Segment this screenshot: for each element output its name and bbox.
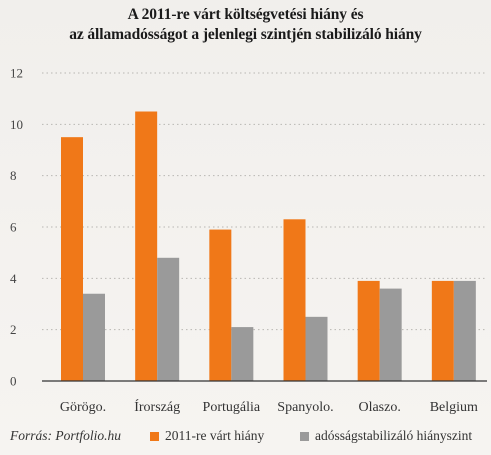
y-tick-label: 0 xyxy=(10,374,17,389)
x-tick-label: Írország xyxy=(134,398,180,415)
x-tick-label: Portugália xyxy=(203,400,261,415)
legend-item-stabilizing-deficit: adósságstabilizáló hiányszint xyxy=(300,428,472,444)
x-tick-label: Belgium xyxy=(430,400,478,415)
footer: Forrás: Portfolio.hu 2011-re várt hiány … xyxy=(10,428,485,448)
bar-stabilizing-deficit xyxy=(453,280,476,381)
y-tick-label: 10 xyxy=(10,117,23,132)
source-note: Forrás: Portfolio.hu xyxy=(10,428,122,443)
chart-title: A 2011-re várt költségvetési hiány és xyxy=(127,6,364,23)
x-tick-label: Görögo. xyxy=(60,400,106,415)
bar-expected-deficit xyxy=(135,111,158,381)
y-tick-label: 2 xyxy=(10,322,17,337)
bars xyxy=(61,111,476,381)
y-tick-label: 4 xyxy=(10,271,17,286)
bar-stabilizing-deficit xyxy=(83,293,105,381)
legend-label: 2011-re várt hiány xyxy=(165,428,265,443)
x-tick-label: Olaszo. xyxy=(358,400,400,415)
legend-label: adósságstabilizáló hiányszint xyxy=(315,428,473,443)
bar-expected-deficit xyxy=(357,280,380,381)
legend-item-expected-deficit: 2011-re várt hiány xyxy=(150,428,264,444)
bar-expected-deficit xyxy=(431,280,454,381)
bar-expected-deficit xyxy=(283,219,306,381)
y-tick-label: 8 xyxy=(10,168,17,183)
bar-expected-deficit xyxy=(209,229,232,381)
y-tick-label: 6 xyxy=(10,220,17,235)
bar-stabilizing-deficit xyxy=(379,288,402,381)
legend-swatch-orange xyxy=(150,431,159,441)
bar-stabilizing-deficit xyxy=(305,316,328,381)
y-tick-label: 12 xyxy=(10,66,23,81)
chart-subtitle: az államadósságot a jelenlegi szintjén s… xyxy=(69,26,422,43)
legend-swatch-gray xyxy=(300,431,309,441)
grid xyxy=(42,72,487,331)
axes: 0 2 4 6 8 10 12 Görögo. Írország Portugália Spanyo… xyxy=(10,66,487,415)
plot-area: 0 2 4 6 8 10 12 Görögo. Írország Portugália Spanyo… xyxy=(10,66,487,415)
bar-stabilizing-deficit xyxy=(157,257,180,381)
bar-stabilizing-deficit xyxy=(231,327,254,381)
x-tick-label: Spanyolo. xyxy=(277,400,333,415)
bar-expected-deficit xyxy=(61,137,83,381)
